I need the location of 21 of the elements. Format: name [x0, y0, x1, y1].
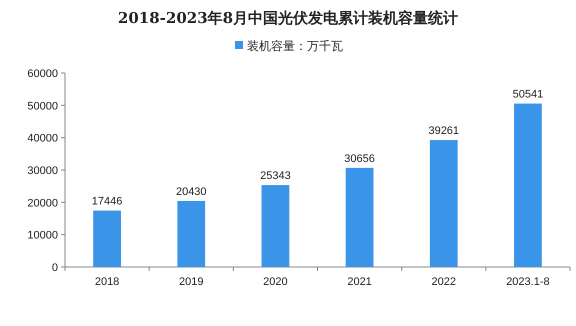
y-tick-label: 20000 [27, 197, 58, 210]
y-tick-label: 50000 [27, 100, 58, 112]
y-tick-label: 0 [52, 262, 58, 274]
data-label: 30656 [344, 152, 375, 165]
y-tick-label: 40000 [27, 132, 58, 145]
y-tick-label: 60000 [27, 68, 58, 80]
data-label: 17446 [92, 196, 122, 208]
data-label: 20430 [176, 186, 207, 198]
data-label: 39261 [428, 125, 460, 138]
chart-title: 2018-2023年8月中国光伏发电累计装机容量统计 [118, 9, 458, 27]
y-tick-label: 10000 [27, 230, 58, 242]
x-tick-label: 2020 [263, 276, 288, 288]
x-tick-label: 2022 [432, 276, 456, 288]
data-label: 25343 [260, 170, 291, 182]
x-tick-label: 2019 [179, 276, 204, 288]
legend-label: 装机容量：万千瓦 [247, 39, 343, 53]
x-tick-label: 2018 [94, 276, 120, 288]
data-label: 50541 [512, 88, 544, 101]
x-tick-label: 2021 [347, 276, 372, 288]
x-tick-label: 2023.1-8 [506, 276, 550, 288]
y-tick-label: 30000 [27, 165, 58, 177]
